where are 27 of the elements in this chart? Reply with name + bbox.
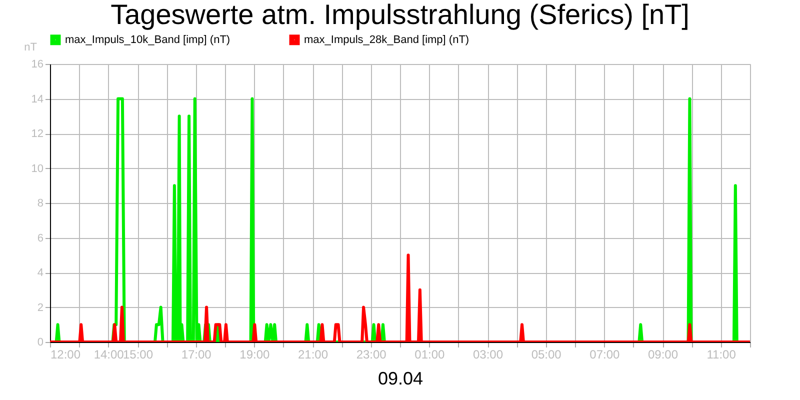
legend-label: max_Impuls_28k_Band [imp] (nT)	[304, 34, 470, 46]
legend-label: max_Impuls_10k_Band [imp] (nT)	[65, 34, 230, 46]
y-tick-label: 2	[37, 302, 44, 314]
y-tick-label: 12	[31, 128, 44, 140]
x-tick-label: 21:00	[298, 348, 328, 362]
x-tick-label: 09:00	[648, 348, 678, 362]
y-axis-title: nT	[24, 42, 38, 54]
y-tick-label: 6	[37, 232, 44, 244]
y-tick-label: 8	[37, 198, 44, 210]
x-tick-label: 01:00	[414, 348, 446, 362]
x-tick-label: 14:00	[94, 348, 124, 362]
x-tick-label: 23:00	[356, 348, 387, 362]
x-tick-label: 07:00	[590, 348, 620, 362]
chart-title: Tageswerte atm. Impulsstrahlung (Sferics) [nT]	[110, 0, 690, 30]
y-tick-label: 10	[31, 162, 44, 175]
y-tick-label: 4	[37, 267, 44, 279]
x-tick-label: 03:00	[472, 348, 504, 362]
y-tick-label: 16	[31, 58, 44, 70]
x-tick-label: 11:00	[706, 348, 736, 362]
x-tick-label: 05:00	[531, 348, 562, 362]
y-tick-label: 0	[37, 336, 44, 348]
y-tick-label: 14	[31, 93, 44, 106]
x-tick-label: 15:00	[122, 348, 154, 362]
x-tick-label: 17:00	[181, 348, 212, 362]
x-axis-title: 09.04	[378, 368, 424, 388]
x-tick-label: 19:00	[240, 348, 270, 362]
x-tick-label: 12:00	[50, 348, 81, 362]
